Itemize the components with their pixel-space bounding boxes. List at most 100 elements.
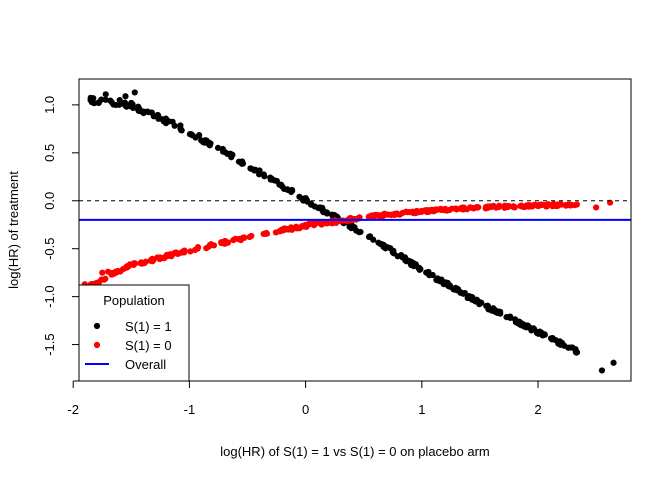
- series-s1-equals-1-point: [387, 245, 394, 252]
- legend: Population S(1) = 1 S(1) = 0 Overall: [78, 284, 190, 382]
- y-tick-label: -1.5: [42, 333, 57, 355]
- y-axis: -1.5 -1.0 -0.5 0.0 0.5 1.0: [42, 96, 80, 356]
- series-s1-equals-0-point: [279, 226, 287, 233]
- series-s1-equals-1-point: [102, 91, 109, 98]
- series-s1-equals-0-point: [310, 222, 318, 229]
- series-s1-equals-0-point: [117, 268, 124, 275]
- series-s1-equals-1-point: [160, 118, 167, 125]
- series-s1-equals-0-point: [562, 201, 569, 209]
- x-tick-label: -2: [67, 402, 79, 417]
- series-s1-equals-1-point: [567, 344, 574, 351]
- series-s1-equals-0-point: [413, 207, 420, 215]
- series-s1-equals-0-point: [248, 232, 255, 240]
- series-s1-equals-1-point: [171, 122, 178, 129]
- series-s1-equals-0-point: [375, 213, 383, 220]
- series-s1-equals-1-point: [201, 138, 208, 145]
- series-s1-equals-1-point: [331, 211, 338, 219]
- series-s1-equals-0-point: [382, 211, 389, 218]
- series-s1-equals-0-point: [99, 269, 106, 276]
- series-s1-equals-0-point: [131, 260, 139, 267]
- series-s1-equals-1-point: [307, 201, 315, 208]
- series-s1-equals-0-point: [303, 222, 310, 229]
- legend-marker-s1-equals-0: [93, 341, 101, 349]
- series-s1-equals-0-point: [393, 211, 400, 218]
- series-s1-equals-0-point: [365, 213, 372, 220]
- series-s1-equals-1-point: [102, 96, 109, 103]
- series-s1-equals-0-point: [446, 206, 453, 214]
- series-s1-equals-0-point: [101, 276, 108, 283]
- series-s1-equals-1-point: [140, 108, 147, 115]
- series-s1-equals-0-point: [149, 255, 156, 262]
- series-s1-equals-1-point: [555, 340, 562, 347]
- series-s1-equals-1-point: [95, 99, 102, 107]
- series-s1-equals-1-point: [255, 171, 263, 178]
- series-s1-equals-0-point: [172, 249, 179, 256]
- y-tick-label: -0.5: [42, 237, 57, 259]
- series-s1-equals-1-point: [269, 176, 276, 183]
- series-s1-equals-1-point: [323, 209, 331, 216]
- series-s1-equals-1-point: [192, 134, 199, 141]
- series-s1-equals-0-point: [207, 241, 214, 248]
- series-s1-equals-1-point: [394, 253, 401, 260]
- series-s1-equals-1-point: [357, 228, 364, 236]
- series-s1-equals-1-point: [468, 296, 476, 303]
- series-s1-equals-0-point: [460, 205, 468, 212]
- series-s1-equals-0-point: [567, 202, 574, 209]
- series-s1-equals-1-point: [131, 89, 138, 96]
- series-s1-equals-1-point: [316, 204, 324, 211]
- series-s1-equals-1-point: [87, 96, 94, 104]
- series-s1-equals-1-point: [122, 102, 129, 109]
- series-s1-equals-1-point: [492, 307, 499, 314]
- x-axis: -2 -1 0 1 2: [67, 380, 542, 417]
- series-s1-equals-0-point: [294, 225, 301, 232]
- y-tick-label: 0.0: [42, 192, 57, 210]
- series-s1-equals-1-point: [251, 167, 258, 174]
- series-s1-equals-0-point: [554, 201, 562, 208]
- series-s1-equals-1-point: [433, 276, 440, 284]
- series-s1-equals-0-point: [179, 248, 187, 256]
- series-s1-equals-1-point: [478, 299, 485, 306]
- series-s1-equals-0-point: [95, 279, 103, 286]
- x-axis-label: log(HR) of S(1) = 1 vs S(1) = 0 on place…: [220, 444, 490, 459]
- series-s1-equals-1-point: [214, 144, 222, 151]
- series-s1-equals-1-point: [128, 99, 135, 107]
- series-s1-equals-0-point: [521, 203, 529, 210]
- series-s1-equals-1-point: [122, 93, 129, 100]
- y-tick-label: 1.0: [42, 96, 57, 114]
- series-s1-equals-1-point: [461, 289, 468, 297]
- series-s1-equals-1-point: [610, 359, 617, 366]
- series-s1-equals-0-point: [438, 206, 445, 213]
- series-s1-equals-1-point: [507, 314, 514, 321]
- series-s1-equals-0-point: [467, 204, 474, 211]
- series-s1-equals-0-point: [220, 238, 227, 245]
- series-s1-equals-0-point: [425, 207, 432, 214]
- series-s1-equals-1-point: [178, 127, 185, 134]
- series-s1-equals-0-point: [162, 253, 169, 260]
- series-s1-equals-1-point: [536, 328, 543, 336]
- series-s1-equals-1-point: [382, 243, 389, 250]
- series-s1-equals-1-point: [367, 233, 374, 240]
- series-s1-equals-0-point: [504, 203, 512, 210]
- y-tick-label: -1.0: [42, 285, 57, 307]
- reference-lines: [79, 200, 631, 221]
- series-s1-equals-0-point: [194, 245, 201, 252]
- series-s1-equals-1-point: [303, 196, 310, 203]
- y-axis-label: log(HR) of treatment: [6, 171, 21, 289]
- series-s1-equals-0-point: [187, 248, 194, 255]
- series-s1-equals-0-point: [493, 204, 500, 211]
- series-s1-equals-0-point: [104, 268, 112, 275]
- legend-entry-label: S(1) = 0: [125, 338, 172, 353]
- series-s1-equals-0-point: [232, 235, 239, 242]
- series-s1-equals-1-point: [375, 239, 382, 246]
- series-s1-equals-0-point: [531, 201, 539, 208]
- series-s1-equals-0-point: [517, 202, 524, 210]
- series-s1-equals-0-point: [263, 230, 271, 237]
- data-points: [81, 89, 617, 374]
- x-tick-label: 0: [302, 402, 309, 417]
- legend-entry-label: Overall: [125, 357, 166, 372]
- series-s1-equals-1-point: [520, 321, 527, 328]
- series-s1-equals-0-point: [593, 204, 600, 211]
- series-s1-equals-1-point: [598, 367, 606, 374]
- series-s1-equals-1-point: [452, 285, 459, 293]
